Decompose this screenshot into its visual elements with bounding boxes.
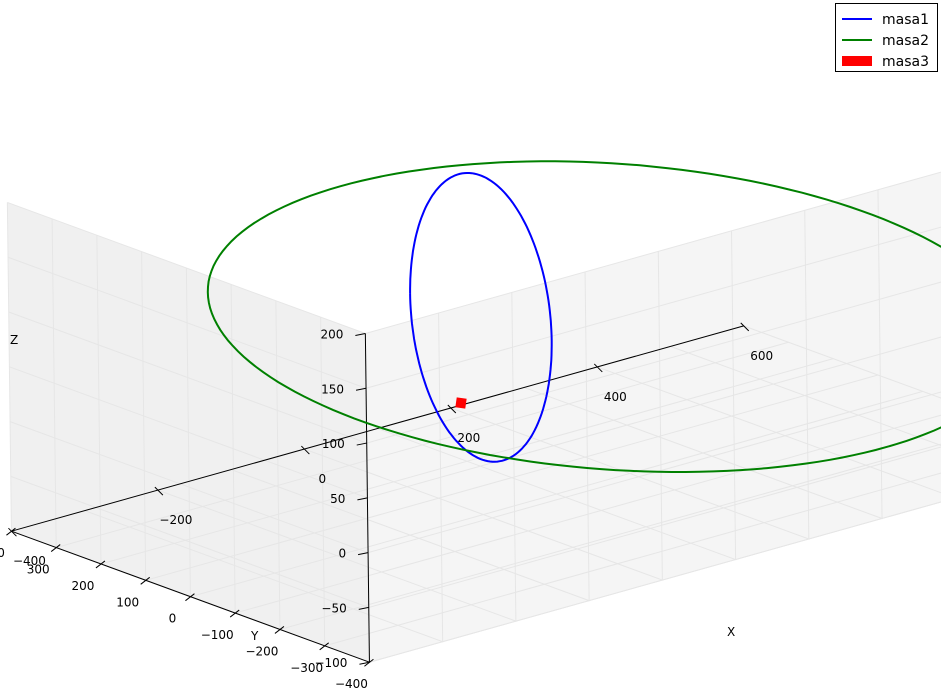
legend-label-masa1: masa1 [882,12,929,28]
grid-line-x [743,325,941,399]
y-tick [229,609,240,618]
x-tick-label: 600 [750,349,773,363]
y-tick [95,560,106,569]
y-tick [185,593,195,602]
tick-labels: −400−20002004006004003002001000−100−200−… [0,328,773,688]
x-tick-label: 200 [457,431,480,445]
grid-line-x [597,366,941,494]
z-axis-title: Z [10,333,18,347]
x-axis-title: X [727,625,735,639]
z-tick-label: 50 [330,492,345,506]
x-tick [447,404,457,414]
x-tick-label: 0 [319,472,327,486]
y-tick [50,544,61,552]
z-tick [357,552,369,556]
x-tick [154,486,164,496]
y-tick [140,576,150,585]
z-tick [355,387,367,391]
series-group [206,160,941,473]
legend-label-masa2: masa2 [882,33,929,49]
masa2-line [206,160,941,473]
y-tick-label: −400 [335,677,368,688]
x-tick-label: −400 [13,554,46,568]
masa1-line [409,172,553,463]
y-tick [6,527,16,536]
y-tick-label: −300 [290,661,323,675]
z-tick [357,497,368,501]
y-tick-label: 300 [27,563,50,577]
tick-marks [6,322,750,667]
y-tick [274,626,285,634]
z-tick [356,442,367,446]
back-wall-pane [365,172,941,663]
masa3-marker [455,397,467,409]
y-tick-label: 100 [116,595,139,609]
x-tick-label: 400 [604,390,627,404]
y-tick-label: −100 [201,628,234,642]
y-tick-label: 400 [0,546,5,560]
x-tick [301,445,310,455]
y-tick [319,642,329,651]
y-tick-label: 200 [71,579,94,593]
legend-box [835,3,938,72]
z-tick-label: 100 [322,437,345,451]
x-axis-line [11,325,744,532]
z-tick [355,333,366,336]
z-tick [358,606,369,610]
x-tick [593,363,603,373]
x-tick [740,322,750,332]
legend-label-masa3: masa3 [882,54,929,70]
y-tick-label: 0 [169,612,177,626]
x-tick [8,527,17,537]
grid-line-x [670,345,941,446]
z-tick-label: −100 [314,656,347,670]
z-tick-label: 200 [320,328,343,342]
legend: masa1 masa2 masa3 [835,3,938,72]
z-tick-label: 0 [338,547,346,561]
x-tick-label: −200 [159,513,192,527]
axis-panes [7,172,941,663]
y-axis-title: Y [250,629,259,643]
legend-swatch-masa3 [842,56,872,66]
y-tick-label: −200 [245,644,278,658]
z-tick-label: −50 [321,601,346,615]
z-tick [359,661,370,665]
z-tick-label: 150 [321,382,344,396]
